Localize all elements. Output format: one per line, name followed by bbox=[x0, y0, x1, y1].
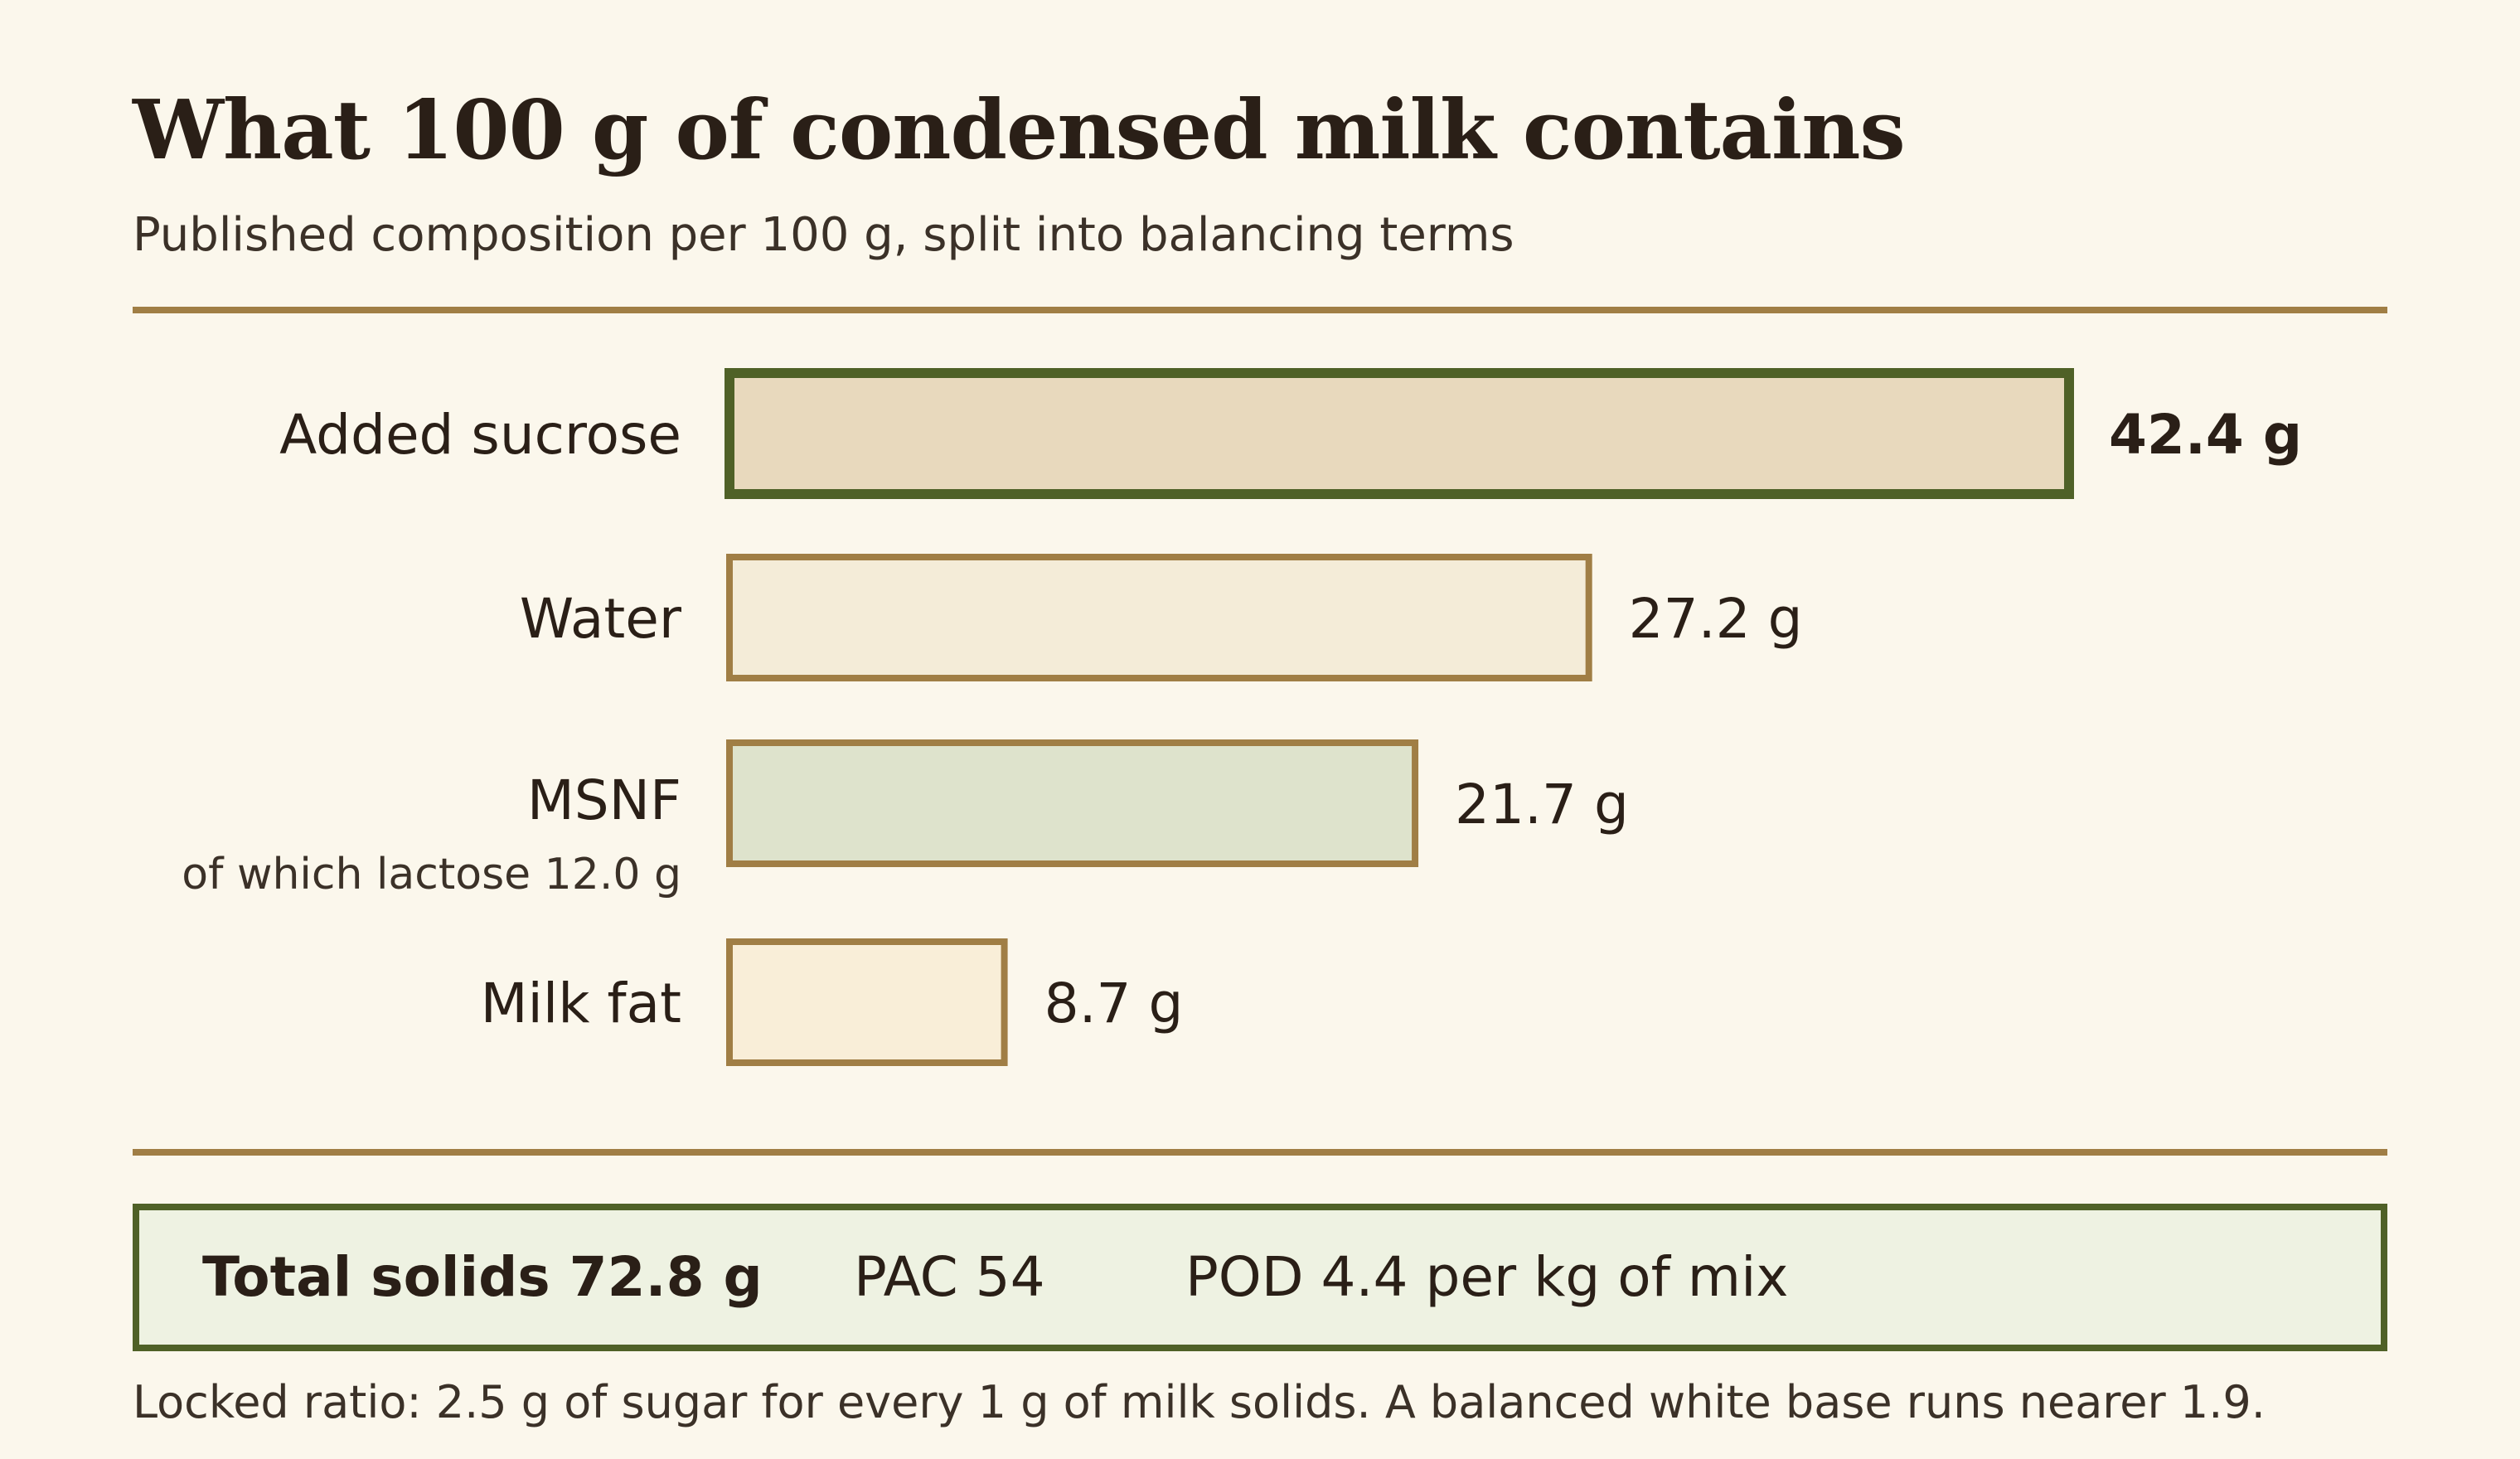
value-label-added-sucrose: 42.4 g bbox=[2109, 403, 2302, 467]
bar-chart: Added sucrose 42.4 g Water 27.2 g MSNF of whi… bbox=[182, 368, 2302, 1066]
bar-milk-fat bbox=[726, 938, 1008, 1066]
category-label-msnf: MSNF bbox=[527, 768, 681, 832]
category-sublabel-msnf: of which lactose 12.0 g bbox=[182, 850, 681, 899]
footnote: Locked ratio: 2.5 g of sugar for every 1… bbox=[133, 1376, 2266, 1428]
top-rule bbox=[133, 307, 2387, 313]
pac-stat: PAC 54 bbox=[854, 1245, 1045, 1309]
total-solids-stat: Total solids 72.8 g bbox=[202, 1245, 763, 1309]
chart-subtitle: Published composition per 100 g, split i… bbox=[133, 208, 1514, 262]
bar-msnf bbox=[726, 739, 1419, 867]
bar-water bbox=[726, 554, 1592, 681]
value-label-water: 27.2 g bbox=[1629, 587, 1803, 651]
category-label-added-sucrose: Added sucrose bbox=[279, 403, 681, 467]
value-label-msnf: 21.7 g bbox=[1455, 773, 1629, 836]
pod-stat: POD 4.4 per kg of mix bbox=[1185, 1245, 1789, 1309]
bar-added-sucrose bbox=[724, 368, 2074, 499]
category-label-water: Water bbox=[520, 587, 682, 651]
summary-box: Total solids 72.8 g PAC 54 POD 4.4 per k… bbox=[133, 1204, 2387, 1351]
category-label-milk-fat: Milk fat bbox=[481, 972, 681, 1035]
chart-title: What 100 g of condensed milk contains bbox=[133, 83, 1906, 178]
bottom-rule bbox=[133, 1149, 2387, 1156]
value-label-milk-fat: 8.7 g bbox=[1044, 972, 1184, 1035]
